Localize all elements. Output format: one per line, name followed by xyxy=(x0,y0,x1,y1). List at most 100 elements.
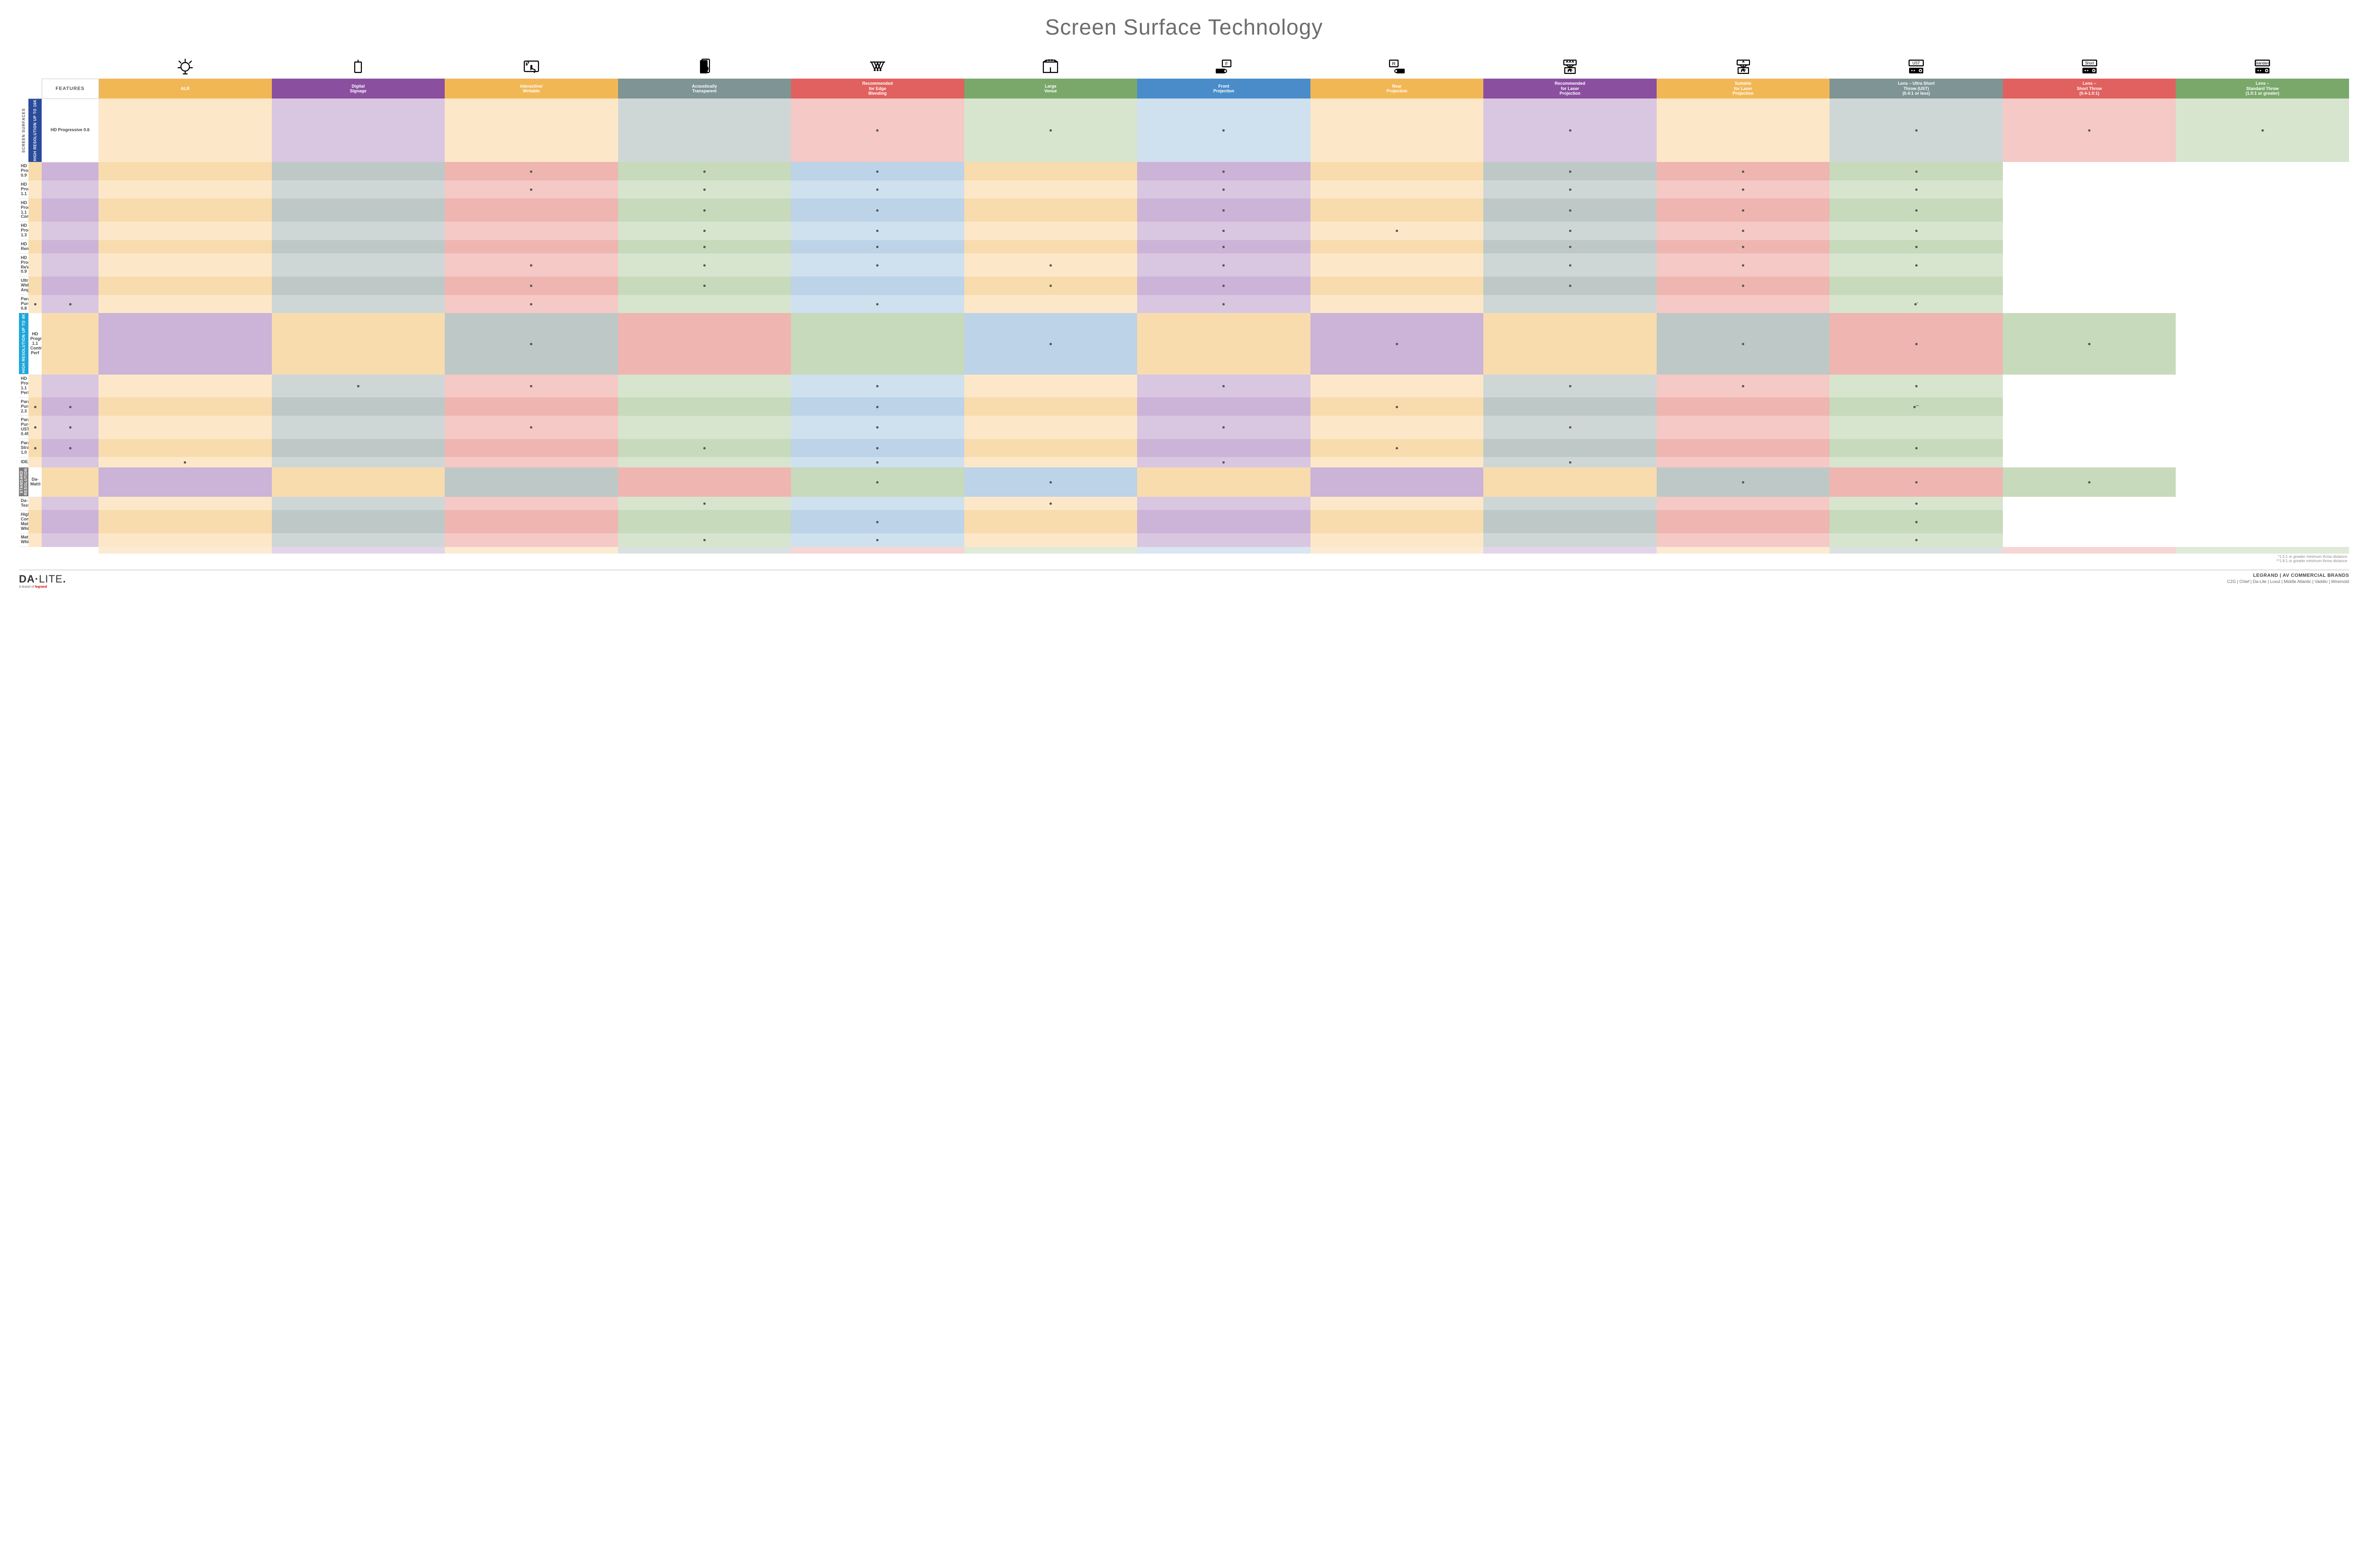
matrix-chart: FRUSTShortStandardFEATURESALRDigitalSign… xyxy=(19,51,2349,563)
cell xyxy=(964,99,1138,162)
cell xyxy=(791,313,964,375)
cell xyxy=(1137,180,1310,199)
cell xyxy=(964,313,1138,375)
cell xyxy=(1137,277,1310,295)
cell xyxy=(99,198,272,222)
cell xyxy=(791,375,964,397)
cell xyxy=(445,375,618,397)
cell xyxy=(1657,467,1830,497)
cell xyxy=(1830,99,2003,162)
cell xyxy=(28,457,42,467)
cell xyxy=(28,180,42,199)
cell xyxy=(1483,240,1657,254)
cell xyxy=(964,180,1138,199)
cell xyxy=(1830,416,2003,439)
brand-block: DA·LITE. A brand of legrand xyxy=(19,573,66,589)
cell xyxy=(1830,162,2003,180)
cell xyxy=(1310,439,1484,457)
cell xyxy=(2003,99,2176,162)
column-icon-acoustic xyxy=(618,51,791,79)
cell xyxy=(791,497,964,510)
cell xyxy=(99,180,272,199)
column-header-short: Lens –Short Throw(0.4-1.0:1) xyxy=(2003,79,2176,99)
cell xyxy=(1310,180,1484,199)
cell xyxy=(964,397,1138,416)
cell xyxy=(1483,99,1657,162)
row-label: Ultra Wide Angle xyxy=(19,277,28,295)
cell xyxy=(42,375,99,397)
side-label-screen-surfaces: SCREEN SURFACES xyxy=(19,99,28,162)
cell xyxy=(791,277,964,295)
cell xyxy=(99,240,272,254)
cell xyxy=(1483,497,1657,510)
row-label: HD Progressive 0.6 xyxy=(42,99,99,162)
cell xyxy=(445,533,618,547)
cell xyxy=(1310,375,1484,397)
cell xyxy=(1483,313,1657,375)
cell xyxy=(1483,416,1657,439)
cell xyxy=(42,295,99,314)
cell xyxy=(99,497,272,510)
cell xyxy=(618,295,791,314)
cell xyxy=(42,198,99,222)
cell xyxy=(618,510,791,533)
cell xyxy=(99,375,272,397)
row-label: HD Progressive 1.1 xyxy=(19,180,28,199)
cell xyxy=(28,397,42,416)
column-header-suitlaser: Suitablefor LaserProjection xyxy=(1657,79,1830,99)
cell xyxy=(964,457,1138,467)
cell xyxy=(42,397,99,416)
cell xyxy=(1657,222,1830,240)
cell xyxy=(272,253,445,277)
row-label: HD Progressive 0.9 xyxy=(19,162,28,180)
cell xyxy=(1137,240,1310,254)
cell xyxy=(1483,397,1657,416)
cell xyxy=(1830,222,2003,240)
cell xyxy=(1830,497,2003,510)
column-header-reclaser: Recommendedfor LaserProjection xyxy=(1483,79,1657,99)
svg-text:Short: Short xyxy=(2085,61,2094,65)
cell xyxy=(1657,162,1830,180)
row-label: HD Progressive1.1 Contrast xyxy=(19,198,28,222)
column-icon-std: Standard xyxy=(2176,51,2349,79)
cell xyxy=(1657,497,1830,510)
cell xyxy=(99,397,272,416)
cell xyxy=(42,253,99,277)
cell xyxy=(1137,457,1310,467)
column-icon-edge xyxy=(791,51,964,79)
cell xyxy=(618,222,791,240)
cell: ** xyxy=(1830,397,2003,416)
cell xyxy=(445,497,618,510)
cell xyxy=(28,295,42,314)
cell xyxy=(1657,253,1830,277)
cell xyxy=(1310,99,1484,162)
cell xyxy=(1310,533,1484,547)
cell xyxy=(1310,222,1484,240)
cell xyxy=(1310,295,1484,314)
cell xyxy=(1310,198,1484,222)
row-label: HD Progressive 1.1Contrast Perf xyxy=(28,313,42,375)
column-icon-short: Short xyxy=(2003,51,2176,79)
cell xyxy=(618,439,791,457)
cell xyxy=(1310,510,1484,533)
footer: DA·LITE. A brand of legrand LEGRAND | AV… xyxy=(19,570,2349,589)
cell xyxy=(99,162,272,180)
row-label: HD Progressive 1.3 xyxy=(19,222,28,240)
cell xyxy=(1137,99,1310,162)
cell xyxy=(1310,397,1484,416)
column-header-interactive: Interactive/Writable xyxy=(445,79,618,99)
cell xyxy=(272,313,445,375)
cell xyxy=(445,253,618,277)
cell xyxy=(1137,375,1310,397)
cell xyxy=(1830,439,2003,457)
footnotes: *1.5:1 or greater minimum throw distance… xyxy=(19,554,2349,563)
cell xyxy=(42,162,99,180)
cell xyxy=(1657,99,1830,162)
cell xyxy=(99,510,272,533)
cell xyxy=(99,99,272,162)
cell xyxy=(1657,295,1830,314)
cell xyxy=(1657,397,1830,416)
cell xyxy=(272,533,445,547)
cell xyxy=(964,240,1138,254)
cell xyxy=(1310,253,1484,277)
